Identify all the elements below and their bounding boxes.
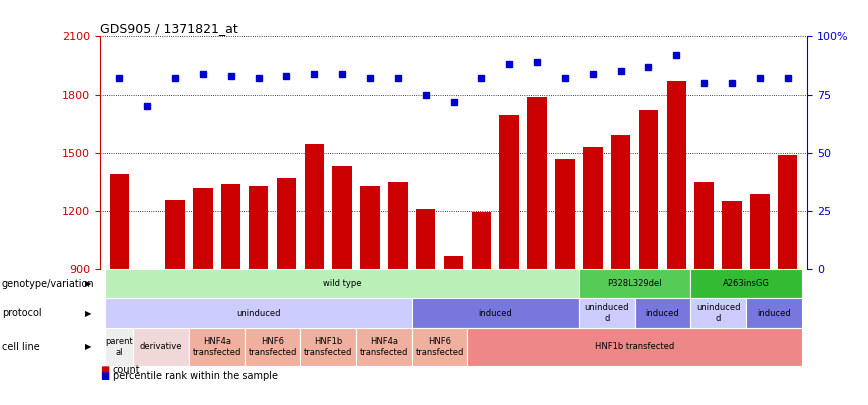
Text: A263insGG: A263insGG <box>722 279 769 288</box>
Bar <box>471 212 491 269</box>
Text: uninduced
d: uninduced d <box>584 303 629 323</box>
Bar <box>778 155 798 269</box>
Text: HNF6
transfected: HNF6 transfected <box>248 337 297 356</box>
Bar <box>694 182 714 269</box>
Bar <box>137 269 157 275</box>
Text: HNF6
transfected: HNF6 transfected <box>416 337 464 356</box>
Text: HNF4a
transfected: HNF4a transfected <box>359 337 408 356</box>
Bar <box>556 159 575 269</box>
Bar <box>583 147 602 269</box>
Text: HNF4a
transfected: HNF4a transfected <box>193 337 241 356</box>
Bar <box>667 81 686 269</box>
Bar <box>499 115 519 269</box>
Bar <box>193 188 213 269</box>
Text: uninduced
d: uninduced d <box>696 303 740 323</box>
Text: ▶: ▶ <box>85 279 91 288</box>
Text: protocol: protocol <box>2 308 42 318</box>
Bar <box>639 110 658 269</box>
Text: count: count <box>113 365 141 375</box>
Text: HNF1b
transfected: HNF1b transfected <box>304 337 352 356</box>
Bar <box>332 166 352 269</box>
Text: ■: ■ <box>100 371 109 381</box>
Text: induced: induced <box>757 309 791 318</box>
Text: uninduced: uninduced <box>236 309 281 318</box>
Bar <box>444 256 464 269</box>
Text: induced: induced <box>646 309 680 318</box>
Bar <box>277 178 296 269</box>
Bar <box>611 135 630 269</box>
Bar <box>528 97 547 269</box>
Bar <box>249 186 268 269</box>
Bar <box>416 209 436 269</box>
Text: wild type: wild type <box>323 279 361 288</box>
Text: ■: ■ <box>100 365 109 375</box>
Text: cell line: cell line <box>2 342 39 352</box>
Bar <box>165 200 185 269</box>
Text: induced: induced <box>478 309 512 318</box>
Text: HNF1b transfected: HNF1b transfected <box>595 342 674 352</box>
Bar <box>750 194 770 269</box>
Text: P328L329del: P328L329del <box>608 279 662 288</box>
Text: derivative: derivative <box>140 342 182 352</box>
Bar <box>221 184 240 269</box>
Text: genotype/variation: genotype/variation <box>2 279 95 289</box>
Text: ▶: ▶ <box>85 342 91 352</box>
Bar <box>388 182 408 269</box>
Bar <box>722 201 742 269</box>
Text: percentile rank within the sample: percentile rank within the sample <box>113 371 278 381</box>
Bar <box>360 186 379 269</box>
Text: parent
al: parent al <box>105 337 133 356</box>
Bar <box>305 144 324 269</box>
Bar <box>109 174 129 269</box>
Text: GDS905 / 1371821_at: GDS905 / 1371821_at <box>100 22 238 35</box>
Text: ▶: ▶ <box>85 309 91 318</box>
